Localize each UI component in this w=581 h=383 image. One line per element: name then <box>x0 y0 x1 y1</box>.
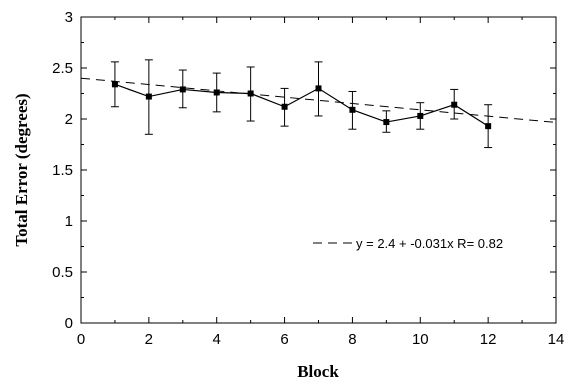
y-tick-label: 1.5 <box>52 162 73 179</box>
y-tick-label: 2.5 <box>52 60 73 77</box>
data-point <box>451 101 458 108</box>
data-point <box>315 85 322 92</box>
data-point <box>247 90 254 97</box>
series-line <box>114 83 489 127</box>
ticks-layer: 0 2 4 6 8 10 12 14 0 0.5 1 1.5 2 2.5 3 <box>52 9 564 348</box>
x-tick-label: 0 <box>77 331 85 348</box>
x-tick-label: 12 <box>480 331 497 348</box>
y-axis-label: Total Error (degrees) <box>12 93 31 246</box>
data-point <box>213 89 220 96</box>
data-point <box>383 119 390 126</box>
x-tick-label: 6 <box>280 331 288 348</box>
data-point <box>281 103 288 110</box>
fit-layer <box>80 77 557 123</box>
legend-label: y = 2.4 + -0.031x R= 0.82 <box>356 236 503 251</box>
data-point <box>179 86 186 93</box>
x-tick-label: 14 <box>548 331 565 348</box>
series-layer <box>110 59 493 149</box>
x-tick-label: 8 <box>348 331 356 348</box>
legend: y = 2.4 + -0.031x R= 0.82 <box>313 236 503 251</box>
x-tick-label: 4 <box>213 331 221 348</box>
x-axis-label: Block <box>297 362 339 381</box>
fit-line <box>80 77 557 123</box>
plot-frame <box>80 16 557 324</box>
x-tick-label: 2 <box>145 331 153 348</box>
y-tick-label: 2 <box>65 111 73 128</box>
data-point <box>417 112 424 119</box>
y-tick-label: 0 <box>65 315 73 332</box>
data-point <box>145 93 152 100</box>
y-tick-label: 1 <box>65 213 73 230</box>
data-point <box>485 123 492 130</box>
data-point <box>349 106 356 113</box>
y-tick-label: 3 <box>65 9 73 26</box>
y-tick-label: 0.5 <box>52 264 73 281</box>
x-tick-label: 10 <box>412 331 429 348</box>
data-point <box>111 81 118 88</box>
